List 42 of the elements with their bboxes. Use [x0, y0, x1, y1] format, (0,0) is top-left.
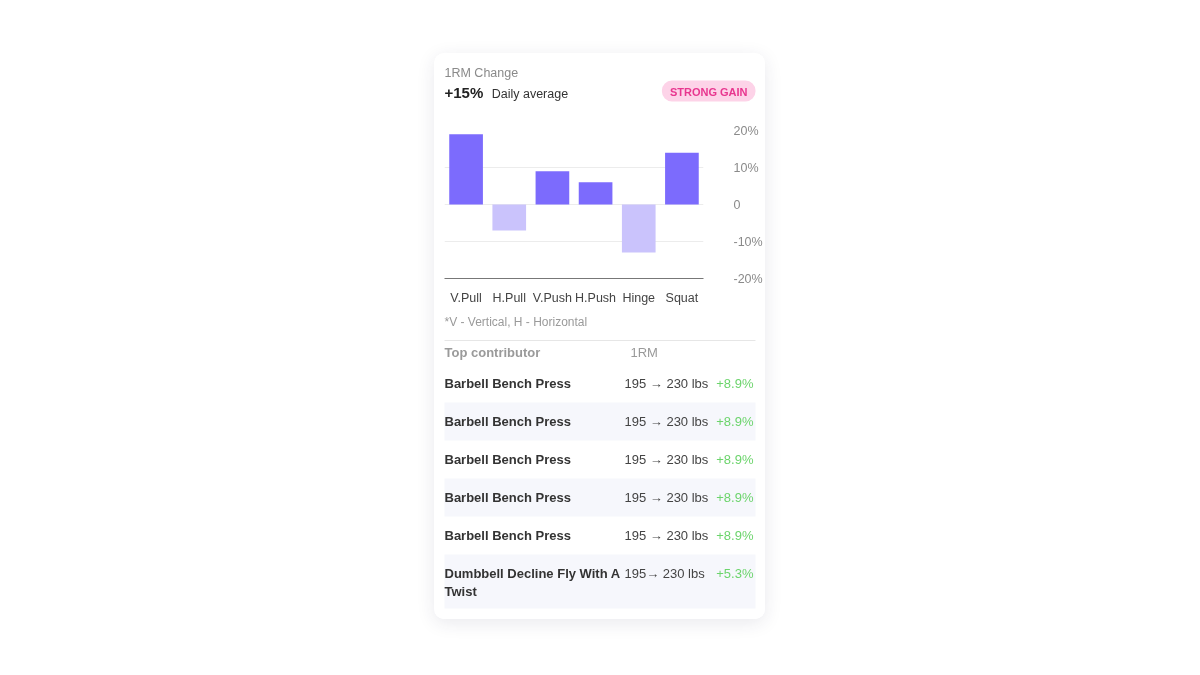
x-tick-label: H.Push	[575, 290, 617, 305]
category-label: Barbell Bench Press	[444, 489, 571, 505]
x-tick-label: H.Pull	[492, 290, 526, 305]
category-label: Dumbbell Decline Fly With A Twist	[444, 565, 621, 600]
category-label: Barbell Bench Press	[444, 375, 571, 391]
x-tick-label: V.Push	[532, 290, 573, 305]
y-tick-label: 20%	[733, 123, 759, 138]
text: +15%	[444, 84, 484, 101]
text: STRONG GAIN	[669, 85, 748, 98]
text: +8.9%	[716, 376, 754, 391]
bar	[621, 204, 656, 253]
text: 195 → 230 lbs	[624, 376, 709, 391]
y-tick-label: -20%	[733, 271, 763, 286]
y-tick-label: 0	[733, 197, 741, 212]
text: +8.9%	[716, 528, 754, 543]
category-label: Barbell Bench Press	[444, 451, 571, 467]
x-tick-label: V.Pull	[450, 290, 482, 305]
text: 195 → 230 lbs	[624, 528, 709, 543]
y-tick-label: -10%	[733, 234, 763, 249]
bar	[449, 134, 483, 205]
text: *V - Vertical, H - Horizontal	[444, 314, 588, 329]
x-tick-label: Hinge	[622, 290, 656, 305]
x-tick-label: Squat	[665, 290, 699, 305]
chart-title: 1RM Change	[444, 65, 519, 80]
text: 1RM	[630, 345, 658, 360]
bar	[535, 171, 570, 205]
text: 195→ 230 lbs	[624, 566, 706, 581]
y-tick-label: 10%	[733, 160, 759, 175]
text: +8.9%	[716, 452, 754, 467]
bar	[578, 182, 613, 205]
text: +5.3%	[716, 566, 754, 581]
bar	[665, 152, 699, 205]
category-label: Barbell Bench Press	[444, 413, 571, 429]
text: 195 → 230 lbs	[624, 452, 709, 467]
bar	[492, 204, 527, 231]
category-label: Barbell Bench Press	[444, 527, 571, 543]
text: Top contributor	[444, 345, 541, 360]
text: 195 → 230 lbs	[624, 490, 709, 505]
text: Daily average	[491, 86, 569, 101]
text: +8.9%	[716, 490, 754, 505]
text: 195 → 230 lbs	[624, 414, 709, 429]
text: +8.9%	[716, 414, 754, 429]
